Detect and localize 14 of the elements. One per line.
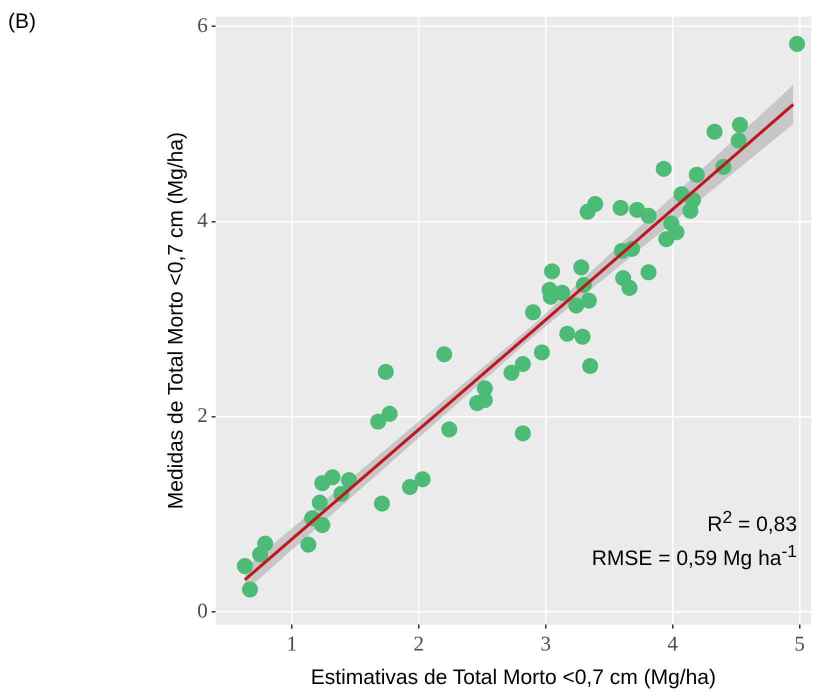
- x-tick-label: 3: [540, 632, 551, 656]
- y-tick-label: 6: [197, 12, 208, 37]
- annotation: RMSE = 0,59 Mg ha$^{-1}$: [592, 540, 797, 571]
- y-tick-label: 2: [197, 403, 208, 428]
- x-tick-label: 2: [414, 632, 424, 656]
- y-tick-label: 0: [197, 598, 208, 622]
- y-axis-title: Medidas de Total Morto <0,7 cm (Mg/ha): [164, 132, 188, 510]
- x-tick-label: 5: [794, 632, 805, 656]
- x-tick-label: 4: [667, 632, 678, 656]
- x-axis-title: Estimativas de Total Morto <0,7 cm (Mg/ha): [310, 666, 716, 690]
- text: (B): [8, 10, 36, 34]
- annotation: R$^{2}$ = 0,83: [707, 506, 797, 537]
- y-tick-label: 4: [197, 208, 208, 232]
- x-tick-label: 1: [286, 632, 298, 656]
